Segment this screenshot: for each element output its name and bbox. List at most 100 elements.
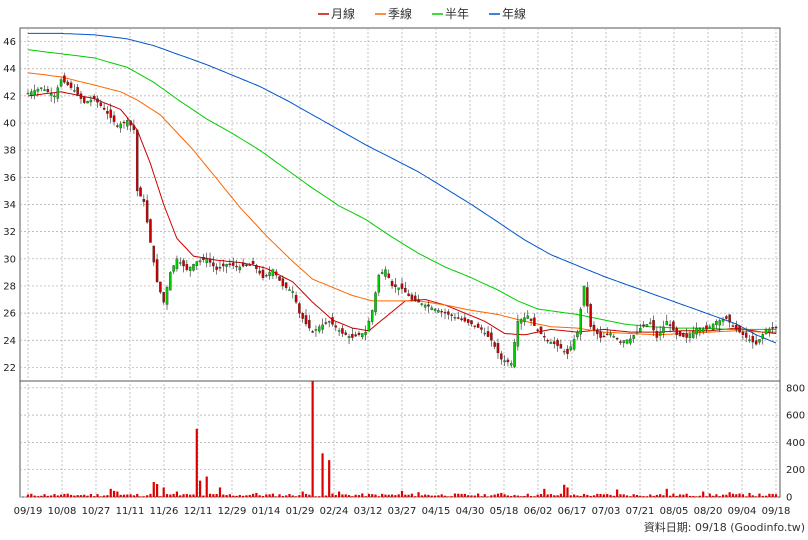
volume-bar-8 xyxy=(53,494,56,497)
candle-body-12 xyxy=(66,81,69,86)
volume-bar-112 xyxy=(397,494,400,497)
candle-131 xyxy=(460,315,463,322)
candle-body-96 xyxy=(344,332,347,335)
candle-body-105 xyxy=(374,292,377,313)
candle-body-81 xyxy=(294,295,298,303)
volume-bar-28 xyxy=(119,494,122,497)
candle-157 xyxy=(546,338,549,344)
candle-body-5 xyxy=(43,89,46,91)
volume-bar-186 xyxy=(642,496,645,497)
candle-body-56 xyxy=(212,262,215,267)
price-tick-9: 28 xyxy=(3,281,16,292)
candle-32 xyxy=(132,119,136,134)
candle-15 xyxy=(76,84,79,97)
candle-22 xyxy=(99,99,103,108)
volume-bar-60 xyxy=(225,495,228,497)
candle-25 xyxy=(109,103,112,124)
candle-body-21 xyxy=(96,98,99,103)
candle-body-91 xyxy=(327,321,331,323)
candle-21 xyxy=(96,95,99,108)
candle-body-181 xyxy=(625,339,629,344)
date-tick-18: 07/21 xyxy=(626,506,655,517)
volume-bar-133 xyxy=(467,495,470,497)
candle-body-193 xyxy=(665,321,669,326)
candle-body-150 xyxy=(523,317,526,322)
candle-body-155 xyxy=(539,326,543,335)
candle-body-32 xyxy=(132,125,136,130)
candle-135 xyxy=(473,325,477,329)
volume-bar-157 xyxy=(546,494,549,497)
volume-bar-134 xyxy=(470,495,473,497)
volume-bar-158 xyxy=(549,494,553,497)
volume-bar-21 xyxy=(96,494,99,497)
volume-bar-105 xyxy=(374,494,377,497)
volume-bar-144 xyxy=(503,494,506,497)
candle-148 xyxy=(516,314,520,351)
volume-bar-55 xyxy=(208,493,212,497)
candle-200 xyxy=(688,330,692,343)
volume-bar-160 xyxy=(556,495,559,497)
candle-body-169 xyxy=(586,287,589,307)
candle-body-62 xyxy=(231,262,235,266)
candle-body-79 xyxy=(288,289,291,291)
volume-bar-54 xyxy=(205,476,208,497)
candle-body-54 xyxy=(205,258,208,263)
candle-body-74 xyxy=(271,269,275,276)
volume-bar-126 xyxy=(443,495,447,497)
volume-tick-2: 400 xyxy=(786,438,805,449)
candle-140 xyxy=(490,327,493,347)
volume-bar-222 xyxy=(761,495,764,497)
candle-143 xyxy=(500,351,503,365)
candle-body-126 xyxy=(443,311,447,314)
candle-214 xyxy=(735,320,738,333)
volume-bar-127 xyxy=(447,496,450,497)
candle-9 xyxy=(56,84,60,103)
date-tick-20: 08/20 xyxy=(694,506,723,517)
candle-34 xyxy=(139,185,142,197)
candle-57 xyxy=(215,263,218,275)
candle-body-178 xyxy=(615,338,619,340)
moving-average-lines xyxy=(27,32,777,344)
candle-body-184 xyxy=(635,331,639,333)
candle-body-117 xyxy=(413,295,417,302)
candle-225 xyxy=(771,322,774,334)
candle-183 xyxy=(632,334,635,343)
candle-body-23 xyxy=(102,107,106,110)
volume-bar-131 xyxy=(460,493,463,497)
date-tick-15: 06/02 xyxy=(524,506,553,517)
candle-86 xyxy=(311,329,314,334)
candle-222 xyxy=(761,332,765,345)
volume-bar-17 xyxy=(83,494,86,497)
date-tick-0: 09/19 xyxy=(14,506,43,517)
candle-185 xyxy=(639,323,642,333)
candle-body-61 xyxy=(228,263,232,266)
candle-body-2 xyxy=(33,90,36,96)
volume-bar-147 xyxy=(513,494,516,497)
candle-176 xyxy=(609,330,612,338)
candle-213 xyxy=(731,322,735,327)
candle-124 xyxy=(437,308,440,313)
volume-bar-72 xyxy=(265,494,268,497)
candle-body-116 xyxy=(410,294,414,300)
candle-162 xyxy=(562,348,566,355)
candle-body-25 xyxy=(109,109,112,118)
candle-226 xyxy=(774,326,778,334)
volume-bar-66 xyxy=(245,495,248,497)
candle-body-124 xyxy=(437,310,440,313)
candle-body-101 xyxy=(361,333,364,338)
candle-body-99 xyxy=(354,334,357,337)
candle-145 xyxy=(506,357,510,367)
volume-bar-103 xyxy=(367,493,371,497)
candle-body-94 xyxy=(337,330,341,332)
candle-body-0 xyxy=(26,93,30,95)
candle-body-88 xyxy=(318,326,321,332)
candle-98 xyxy=(351,327,354,341)
candle-body-211 xyxy=(725,316,728,319)
price-tick-1: 44 xyxy=(3,64,16,75)
candle-120 xyxy=(423,303,427,311)
candle-219 xyxy=(751,331,755,349)
candle-body-198 xyxy=(682,333,685,337)
volume-bar-29 xyxy=(122,494,126,497)
volume-bar-163 xyxy=(566,487,569,497)
candle-body-11 xyxy=(63,75,66,83)
